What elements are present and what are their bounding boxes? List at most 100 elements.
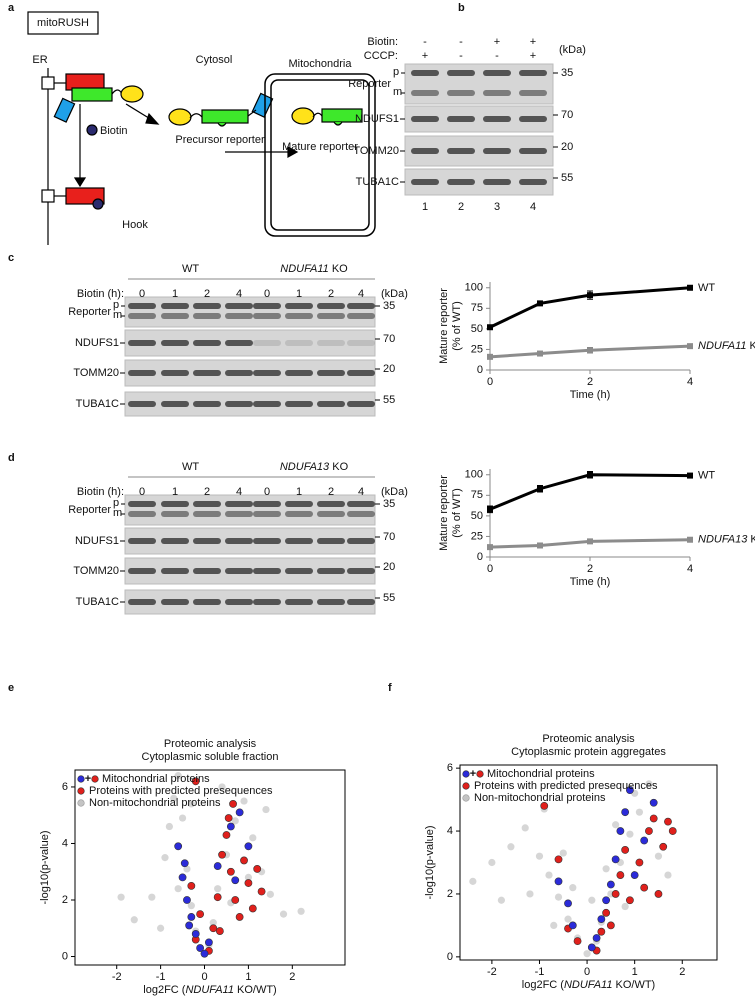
blot-label: Reporter [68, 306, 111, 318]
band [411, 90, 439, 96]
point [178, 873, 187, 882]
time-label: 2 [204, 288, 210, 300]
treatment-sign: + [422, 50, 428, 62]
band [128, 370, 156, 376]
point [626, 830, 634, 838]
point [569, 884, 577, 892]
treatment-label: CCCP: [364, 50, 398, 62]
time-label: 0 [264, 288, 270, 300]
point [185, 921, 194, 930]
point [645, 780, 653, 788]
band [347, 340, 375, 346]
band [285, 599, 313, 605]
point [640, 883, 649, 892]
band-label: p [113, 299, 119, 311]
point [161, 854, 169, 862]
band [193, 538, 221, 544]
point [226, 867, 235, 876]
x-axis-label-part: NDUFA11 [564, 979, 613, 991]
band [161, 501, 189, 507]
kda-unit: (kDa) [381, 486, 408, 498]
y-tick-label: 0 [447, 951, 453, 963]
point [526, 890, 534, 898]
band [253, 401, 281, 407]
point [568, 921, 577, 930]
point [117, 893, 125, 901]
linker [312, 112, 323, 118]
time-label: 4 [358, 288, 364, 300]
point [174, 842, 183, 851]
blot-label: NDUFS1 [355, 113, 399, 125]
series-label-part: NDUFA13 [698, 534, 748, 546]
kda-label: 20 [383, 561, 395, 573]
point [248, 904, 257, 913]
band [317, 370, 345, 376]
group-label-part: WT [182, 461, 199, 473]
band [128, 303, 156, 309]
y-tick-label: 25 [471, 343, 483, 355]
band [193, 401, 221, 407]
point [196, 910, 205, 919]
panel-label: d [8, 452, 15, 464]
anchor [41, 189, 55, 203]
band [447, 179, 475, 185]
y-axis-label: -log10(p-value) [424, 826, 436, 900]
point [554, 877, 563, 886]
band [285, 511, 313, 517]
reporter [333, 121, 343, 126]
legend-joiner: + [85, 773, 91, 785]
y-tick-label: 0 [62, 950, 68, 962]
band [193, 303, 221, 309]
band [411, 179, 439, 185]
group-label-part: KO [329, 461, 348, 473]
point [209, 924, 218, 933]
band [317, 568, 345, 574]
point [564, 899, 572, 908]
y-axis-label-line: (% of WT) [451, 301, 463, 351]
band [347, 303, 375, 309]
box-title: mitoRUSH [37, 17, 89, 29]
band [128, 501, 156, 507]
point [240, 797, 248, 805]
point [606, 921, 615, 930]
line [489, 538, 691, 549]
band [285, 501, 313, 507]
band [285, 401, 313, 407]
point [587, 538, 593, 545]
time-label: 0 [264, 486, 270, 498]
band [317, 303, 345, 309]
band [347, 501, 375, 507]
y-tick-label: 75 [471, 302, 483, 314]
time-label: 0 [139, 288, 145, 300]
band [128, 568, 156, 574]
band [285, 370, 313, 376]
arrowhead [73, 177, 87, 188]
y-tick-label: 4 [62, 837, 68, 849]
reporter [217, 122, 227, 127]
series-label: NDUFA13 KO [698, 534, 755, 546]
point [612, 821, 620, 829]
point [587, 347, 593, 354]
band-label: m [113, 507, 122, 519]
legend-marker [77, 799, 85, 807]
point [231, 876, 240, 885]
point [249, 834, 257, 842]
label: Biotin [100, 125, 128, 137]
point [218, 783, 226, 791]
y-tick-label: 6 [62, 781, 68, 793]
point [587, 292, 593, 299]
time-label: 1 [296, 288, 302, 300]
band [519, 116, 547, 122]
y-tick-label: 4 [447, 825, 453, 837]
point [635, 858, 644, 867]
band [519, 70, 547, 76]
band [193, 340, 221, 346]
band [253, 501, 281, 507]
point [626, 896, 634, 905]
point [687, 343, 693, 350]
kda-label: 20 [561, 141, 573, 153]
group-label-part: WT [182, 263, 199, 275]
time-label: 1 [172, 486, 178, 498]
series-label-part: KO [747, 534, 755, 546]
point [213, 893, 222, 902]
